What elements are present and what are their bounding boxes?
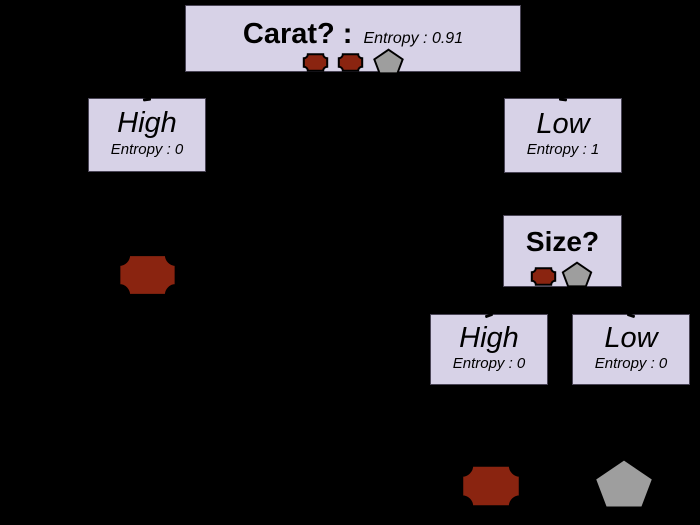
connector-stub [484,312,494,319]
carat-question-label: Carat? : [242,18,353,50]
carat-entropy-label: Entropy : 0.91 [363,30,464,47]
node-carat-question: Carat? : Entropy : 0.91 [185,5,521,75]
node-size-high: High Entropy : 0 [430,312,548,385]
entropy-label: Entropy : 1 [526,141,600,159]
entropy-label: Entropy : 0 [452,355,526,373]
branch-label-low: Low [604,321,658,354]
branch-label-low: Low [536,107,590,140]
leaf-gem-octagon-icon [117,253,178,297]
entropy-label: Entropy : 0 [594,355,668,373]
connector-stub [626,312,636,319]
gem-pentagon-icon [561,261,593,288]
gem-pentagon-icon [372,48,404,75]
edge-root-low [352,71,564,99]
node-carat-high: High Entropy : 0 [88,97,206,172]
node-carat-low: Low Entropy : 1 [504,97,622,173]
carat-title-row: Carat? : Entropy : 0.91 [186,6,520,49]
edge-low-size [561,172,564,216]
edge-size-high [488,286,563,315]
node-size-question: Size? [503,215,622,288]
edge-sizehigh-leaf [488,384,492,464]
size-question-label: Size? [525,226,600,257]
gem-octagon-icon [530,267,557,286]
size-sample-shapes [504,261,621,288]
leaf-gem-pentagon-icon [593,458,655,509]
connector-stub [142,97,152,102]
edge-sizelow-leaf [623,384,632,460]
leaf-gem-octagon-icon [460,464,522,508]
entropy-label: Entropy : 0 [110,140,184,158]
edge-size-low [561,286,632,315]
edge-root-high [146,71,354,99]
carat-sample-shapes [186,48,520,75]
branch-label-high: High [117,107,177,140]
connector-stub [558,97,568,102]
gem-octagon-icon [302,53,328,72]
gem-octagon-icon [337,53,363,72]
node-size-low: Low Entropy : 0 [572,312,690,385]
branch-label-high: High [459,321,519,354]
